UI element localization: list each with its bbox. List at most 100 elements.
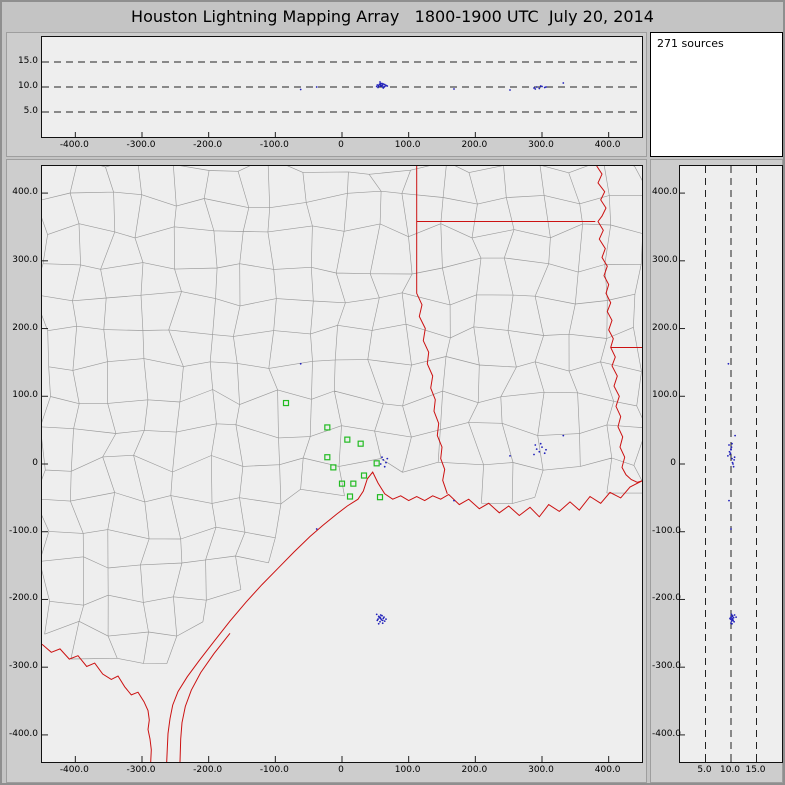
altitude-tick-label: 10.0 bbox=[719, 765, 741, 775]
lightning-source-point bbox=[545, 448, 547, 451]
lightning-source-point bbox=[562, 434, 565, 437]
lightning-sources-group bbox=[299, 81, 565, 91]
lightning-source-point bbox=[731, 618, 734, 620]
ns-tick-label: -400.0 bbox=[8, 728, 38, 739]
sources-count-label: 271 sources bbox=[657, 37, 724, 50]
lightning-source-point bbox=[383, 85, 386, 88]
ns-tick-label: -300.0 bbox=[8, 661, 38, 672]
altitude-tick-label: 5.0 bbox=[23, 106, 38, 116]
lma-station-marker bbox=[346, 493, 354, 500]
barrier-island bbox=[179, 632, 231, 762]
ew-tick-label: 0 bbox=[338, 140, 344, 150]
lightning-source-point bbox=[383, 620, 386, 622]
lightning-source-point bbox=[379, 463, 382, 465]
lightning-source-point bbox=[377, 85, 380, 87]
lightning-source-point bbox=[379, 84, 382, 86]
page-title: Houston Lightning Mapping Array 1800-190… bbox=[131, 7, 654, 26]
lightning-source-point bbox=[381, 82, 383, 85]
rio-grande-border bbox=[42, 643, 152, 762]
lightning-source-point bbox=[453, 88, 455, 90]
lightning-source-point bbox=[730, 446, 733, 448]
altitude-vs-ew-panel: -400.0 -300.0 -200.0 -100.0 0 100.0 200.0 300.0… bbox=[6, 32, 647, 157]
ew-tick-label: 400.0 bbox=[594, 140, 621, 150]
ew-tick-label: 0 bbox=[338, 765, 344, 775]
lightning-source-point bbox=[386, 457, 389, 460]
lightning-source-point bbox=[509, 455, 511, 457]
ew-tick-label: 200.0 bbox=[461, 765, 488, 775]
ns-tick-label: 300.0 bbox=[12, 254, 38, 265]
lma-station-marker bbox=[324, 454, 331, 461]
ew-tick-label: -200.0 bbox=[193, 765, 223, 775]
lightning-source-point bbox=[382, 459, 385, 461]
lma-station-marker bbox=[357, 440, 364, 447]
lightning-source-point bbox=[733, 459, 735, 461]
altitude-tick-label: 15.0 bbox=[745, 765, 766, 775]
altitude-tick-label: 10.0 bbox=[17, 81, 38, 91]
lightning-source-point bbox=[534, 444, 537, 446]
lma-station-marker bbox=[376, 494, 384, 501]
lightning-source-point bbox=[379, 616, 381, 618]
ns-tick-label: 400.0 bbox=[652, 187, 678, 198]
ns-tick-label: -300.0 bbox=[652, 661, 682, 672]
lightning-source-point bbox=[534, 88, 537, 90]
lightning-source-point bbox=[731, 442, 733, 445]
ew-tick-label: -300.0 bbox=[126, 140, 156, 150]
ew-tick-label: -200.0 bbox=[193, 140, 223, 150]
lightning-source-point bbox=[731, 461, 734, 464]
mississippi-river-border bbox=[596, 166, 642, 483]
ns-tick-label: -200.0 bbox=[8, 593, 38, 604]
lma-station-marker bbox=[282, 399, 290, 407]
altitude-vs-ns-plot[interactable] bbox=[679, 165, 783, 763]
lightning-source-point bbox=[727, 362, 730, 365]
lightning-source-point bbox=[731, 457, 733, 460]
lightning-source-point bbox=[315, 528, 318, 530]
plan-view-map-panel: -400.0 -300.0 -200.0 -100.0 0 100.0 200.0 300.0… bbox=[6, 159, 647, 783]
ns-tick-label: 300.0 bbox=[652, 254, 678, 265]
lma-station-marker bbox=[338, 480, 346, 487]
altitude-tick-label: 5.0 bbox=[697, 765, 712, 775]
lightning-source-point bbox=[535, 86, 538, 88]
lightning-source-point bbox=[375, 613, 378, 616]
lightning-sources-group bbox=[299, 362, 565, 625]
altitude-tick-label: 15.0 bbox=[17, 56, 38, 66]
altitude-vs-ew-plot[interactable] bbox=[41, 36, 643, 138]
lightning-source-point bbox=[539, 442, 542, 445]
lightning-source-point bbox=[315, 86, 318, 88]
ns-tick-label: -100.0 bbox=[8, 525, 38, 536]
lightning-source-point bbox=[728, 499, 730, 502]
lightning-source-point bbox=[378, 83, 381, 86]
lightning-source-point bbox=[730, 613, 733, 616]
state-border-lines bbox=[42, 166, 642, 762]
axis-ticks bbox=[42, 61, 610, 137]
ns-tick-label: 0 bbox=[670, 458, 676, 468]
lightning-source-point bbox=[383, 465, 386, 468]
lightning-source-point bbox=[729, 452, 732, 455]
lightning-source-point bbox=[299, 362, 302, 365]
lma-stations-group bbox=[282, 399, 384, 501]
lightning-source-point bbox=[538, 450, 541, 453]
lightning-source-point bbox=[385, 618, 387, 620]
ew-tick-label: -100.0 bbox=[259, 765, 289, 775]
plan-view-map-plot[interactable] bbox=[41, 165, 643, 763]
lightning-source-point bbox=[381, 86, 384, 88]
ns-tick-label: -100.0 bbox=[652, 525, 682, 536]
lightning-source-point bbox=[732, 616, 735, 619]
lma-station-marker bbox=[344, 436, 351, 443]
lightning-source-point bbox=[379, 614, 382, 616]
lightning-source-point bbox=[538, 87, 541, 90]
ew-tick-label: -300.0 bbox=[126, 765, 156, 775]
tx-la-border bbox=[416, 221, 448, 494]
lightning-source-point bbox=[535, 448, 538, 450]
lightning-source-point bbox=[533, 453, 535, 456]
ns-tick-label: 200.0 bbox=[12, 322, 38, 333]
lightning-source-point bbox=[377, 86, 379, 89]
lightning-source-point bbox=[732, 463, 734, 465]
lightning-source-point bbox=[562, 82, 565, 84]
lightning-source-point bbox=[539, 85, 542, 87]
lightning-source-point bbox=[543, 452, 546, 455]
ew-tick-label: -400.0 bbox=[59, 140, 89, 150]
lightning-source-point bbox=[382, 617, 385, 620]
lightning-source-point bbox=[732, 465, 735, 468]
lightning-source-point bbox=[453, 499, 455, 502]
